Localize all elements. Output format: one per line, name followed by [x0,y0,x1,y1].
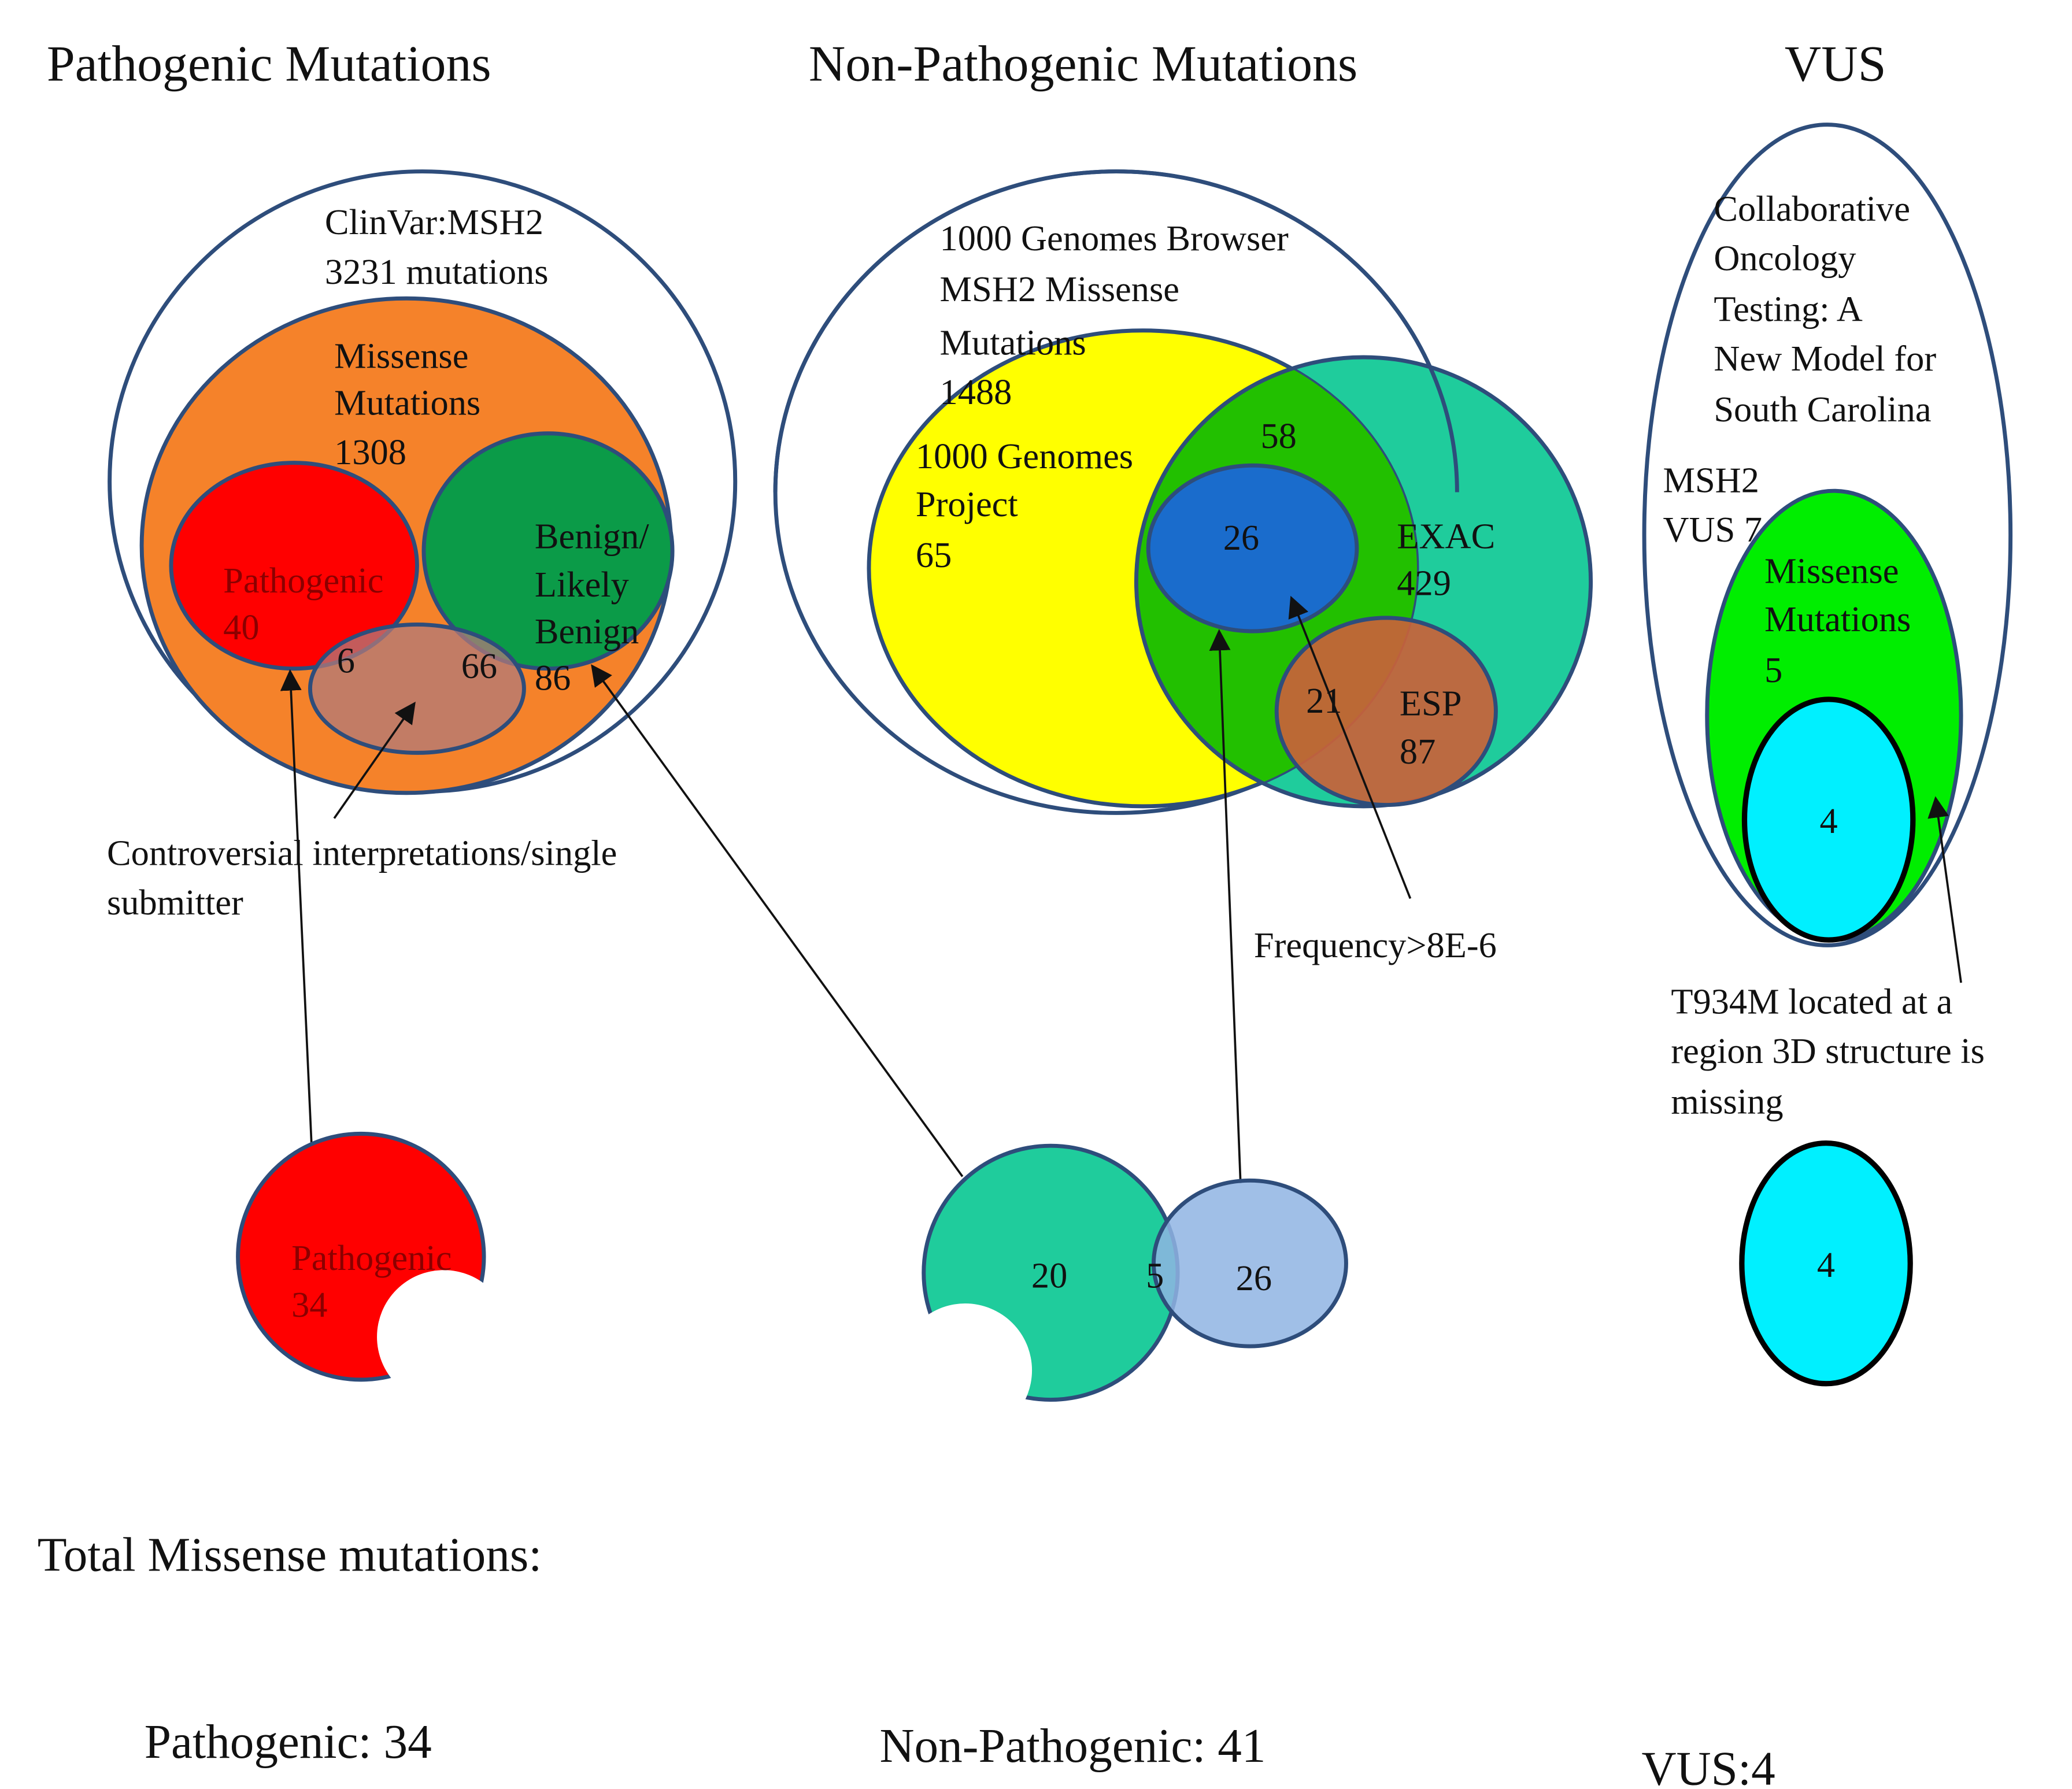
benign-circle [421,431,675,671]
non-pathogenic-venn: 1000 Genomes Browser MSH2 Missense Mutat… [773,169,1593,1184]
arrow [280,669,313,1143]
label: New Model for [1714,338,1936,379]
title: VUS [1785,36,1886,92]
note: missing [1671,1081,1783,1122]
arrow [591,664,964,1177]
frequent-circle [1146,463,1359,634]
title: Non-Pathogenic Mutations [809,36,1357,92]
bite [377,1270,511,1404]
label: Missense [334,335,468,376]
label: ClinVar:MSH2 [325,202,543,242]
browser-outline [773,169,1459,492]
label: 65 [916,535,952,575]
label: Likely [535,564,629,605]
vus-result [1739,1140,1913,1387]
titles: Pathogenic Mutations Non-Pathogenic Muta… [47,36,1886,92]
label: Mutations [940,322,1086,362]
totals-heading: Total Missense mutations: [38,1529,542,1582]
label: Oncology [1714,238,1856,279]
esp-circle [1274,616,1498,808]
label: 87 [1400,731,1435,772]
label: Collaborative [1714,188,1910,229]
label: 4 [1820,801,1838,841]
label: MSH2 [1663,460,1759,501]
pathogenic-circle [169,461,419,671]
label: 1000 Genomes Browser [940,218,1289,258]
label: 40 [223,607,259,647]
label: Missense [1764,551,1899,591]
arrow [333,701,416,819]
label: 20 [1031,1255,1067,1295]
note: region 3D structure is [1671,1031,1985,1071]
label: Testing: A [1714,289,1862,329]
vus-venn: Collaborative Oncology Testing: A New Mo… [1642,123,2013,1122]
label: 34 [291,1284,327,1325]
label: 58 [1260,416,1296,456]
label: Benign/ [535,516,649,557]
label: Mutations [1764,599,1911,639]
label: 21 [1306,680,1342,721]
arrow [1209,629,1242,1184]
label: MSH2 Missense [940,269,1179,309]
label: 3231 mutations [325,251,549,292]
label: 5 [1764,650,1782,690]
label: 5 [1146,1255,1164,1295]
label: 6 [337,640,355,681]
label: South Carolina [1714,389,1931,429]
totals: Total Missense mutations: Pathogenic: 34… [38,1529,1775,1789]
label: 4 [1817,1244,1835,1285]
arrow [1288,595,1412,899]
note: submitter [107,882,243,923]
label: 429 [1397,563,1451,603]
label: 66 [461,646,497,686]
pathogenic-venn: ClinVar:MSH2 3231 mutations Missense Mut… [107,169,964,1177]
total: Pathogenic: 34 [145,1716,432,1769]
label: ESP [1400,683,1462,724]
note: T934M located at a [1671,981,1952,1021]
total: Non-Pathogenic: 41 [879,1720,1266,1773]
note: Controversial interpretations/single [107,833,617,873]
label: Benign [535,611,639,651]
label: 26 [1236,1258,1272,1298]
label: 1000 Genomes [916,436,1133,476]
label: 1488 [940,372,1012,412]
label: Pathogenic [291,1238,452,1278]
bite [898,1303,1033,1438]
label: 1308 [334,432,406,472]
controversial-circle [308,622,526,755]
label: Pathogenic [223,560,383,601]
results: Pathogenic 34 20 5 26 4 [236,1131,1913,1438]
vus-inner [1741,697,1916,943]
exac-outline [1134,355,1593,809]
total: VUS:4 [1641,1742,1775,1789]
label: 26 [1223,517,1259,558]
title: Pathogenic Mutations [47,36,491,92]
note: Frequency>8E-6 [1254,925,1497,965]
label: Project [916,484,1018,524]
label: 86 [535,658,571,698]
label: EXAC [1397,516,1495,557]
label: VUS 7 [1663,509,1762,550]
arrow [1927,796,1962,983]
frequent-result [1152,1178,1348,1349]
label: Mutations [334,382,480,423]
